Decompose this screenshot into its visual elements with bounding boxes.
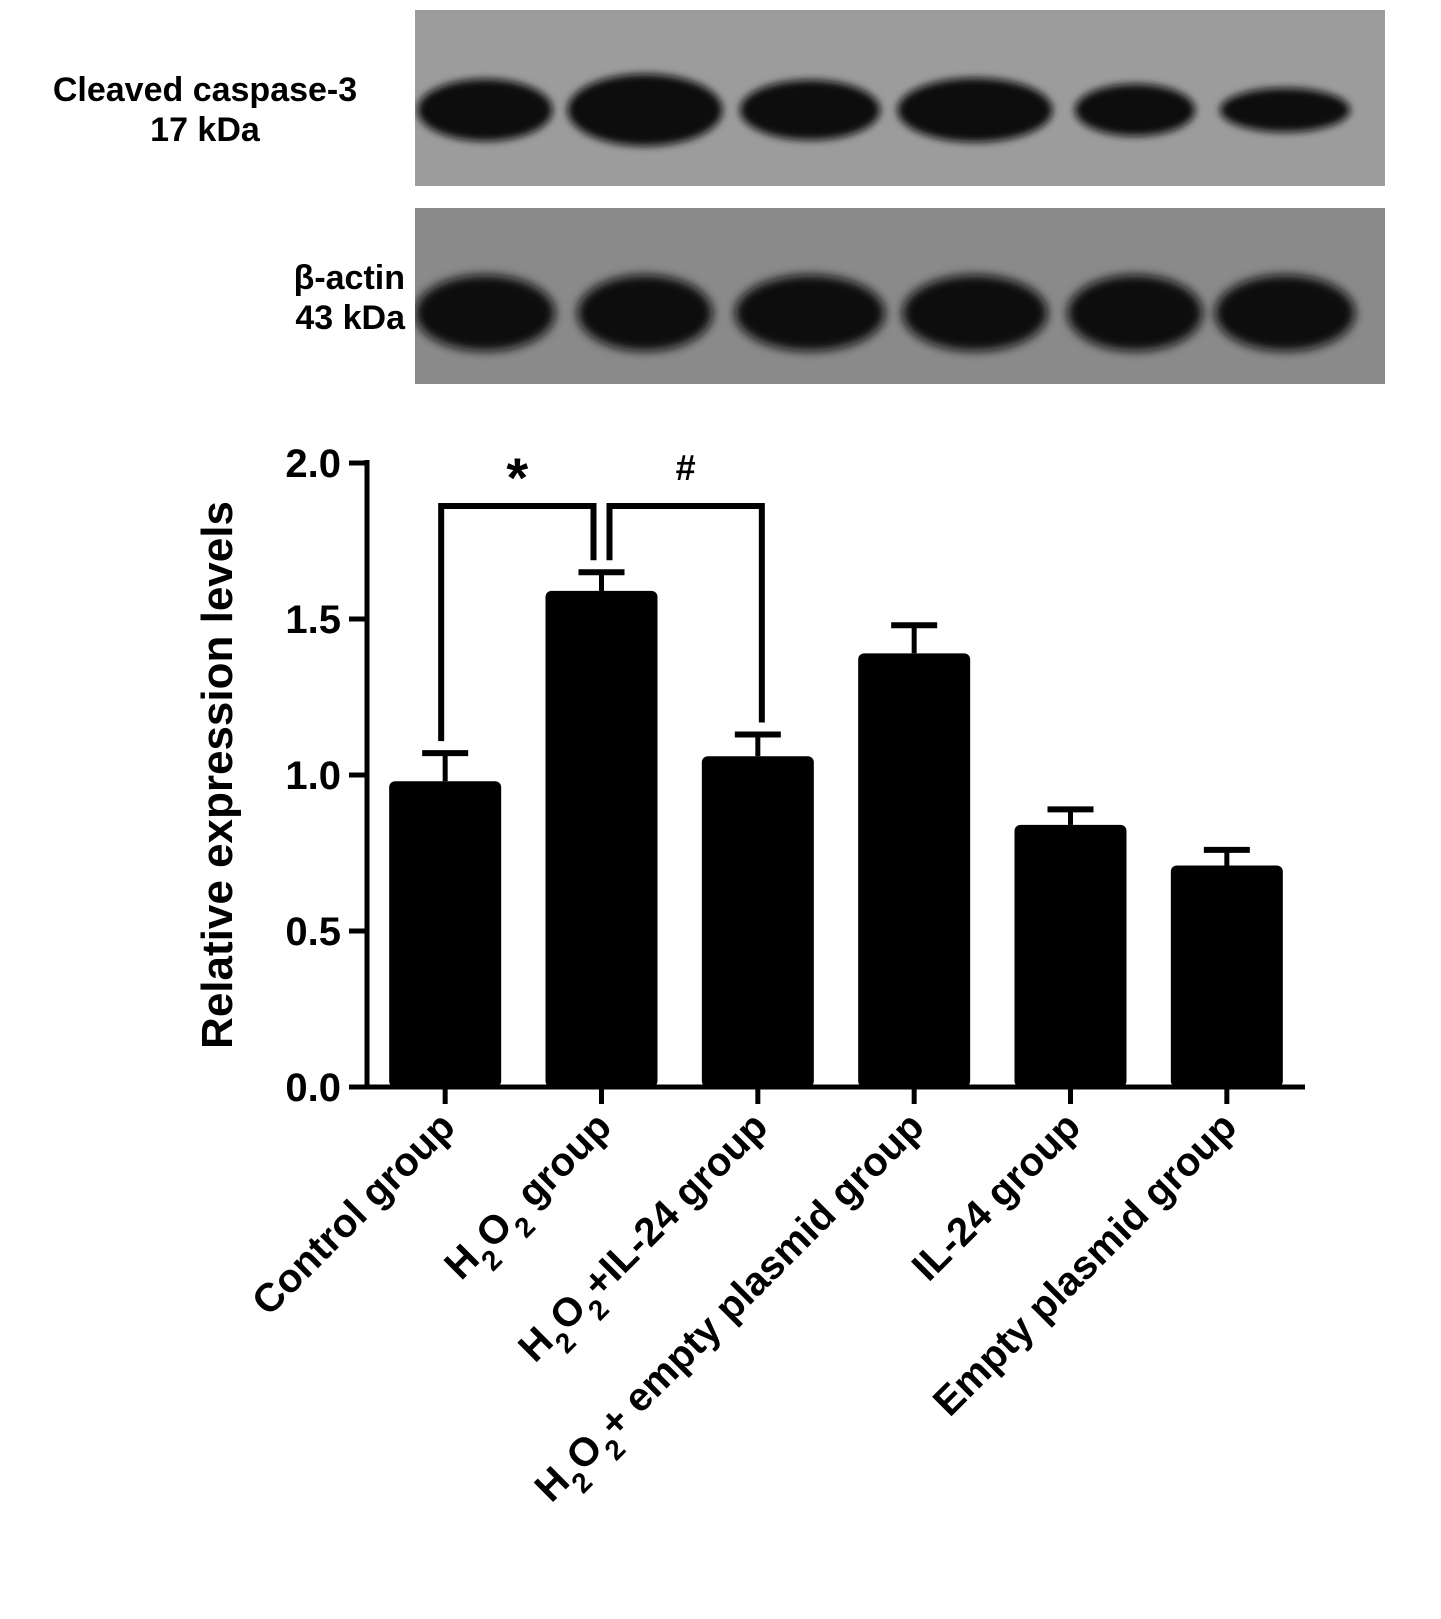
x-tick-label-part: Control group: [244, 1104, 464, 1324]
actin-band: [735, 275, 885, 351]
bar: [1014, 824, 1127, 1087]
significance-bracket: [438, 503, 597, 742]
bar: [545, 590, 658, 1087]
x-tick-label-part: H: [527, 1459, 579, 1511]
actin-band: [577, 275, 713, 351]
significance-bracket: [606, 503, 765, 723]
x-tick-label-part: O: [558, 1426, 611, 1479]
y-tick-label: 1.0: [285, 754, 341, 798]
caspase-band: [567, 74, 723, 146]
blot-panel-actin: [415, 208, 1385, 384]
blot-name: β-actin: [293, 259, 405, 297]
actin-band: [1215, 275, 1355, 351]
blot-panel-caspase: [415, 10, 1385, 186]
bar: [701, 756, 814, 1087]
bar: [858, 653, 971, 1087]
caspase-band: [897, 78, 1053, 142]
x-tick-label-part: H: [510, 1319, 562, 1371]
x-tick-label: Control group: [244, 1104, 464, 1324]
significance-label: *: [506, 446, 528, 509]
bar: [1170, 865, 1283, 1087]
bar: [389, 781, 502, 1087]
x-tick-label-part: Empty plasmid group: [925, 1104, 1245, 1424]
x-tick-label-part: + empty plasmid group: [591, 1104, 933, 1446]
actin-band: [902, 275, 1048, 351]
x-tick-label-part: O: [542, 1286, 595, 1339]
y-tick-label: 2.0: [285, 442, 341, 486]
blot-size: 17 kDa: [150, 111, 260, 149]
x-tick-label-part: H: [436, 1236, 488, 1288]
x-tick-label-part: O: [468, 1203, 521, 1256]
x-tick-label-part: group: [501, 1104, 620, 1223]
y-tick-label: 1.5: [285, 598, 341, 642]
caspase-band: [417, 79, 553, 141]
blot-name: Cleaved caspase-3: [52, 71, 358, 109]
significance-label: #: [676, 447, 696, 488]
blot-label-actin: β-actin 43 kDa: [225, 258, 405, 338]
actin-band: [415, 275, 555, 351]
y-tick-label: 0.0: [285, 1066, 341, 1110]
blot-label-caspase: Cleaved caspase-3 17 kDa: [5, 70, 405, 150]
caspase-band: [1075, 84, 1195, 136]
y-tick-label: 0.5: [285, 910, 341, 954]
caspase-band: [1220, 88, 1350, 132]
y-axis-label: Relative expression levels: [193, 501, 242, 1049]
blot-size: 43 kDa: [295, 299, 405, 337]
caspase-band: [740, 80, 880, 140]
x-tick-label: Empty plasmid group: [925, 1104, 1245, 1424]
actin-band: [1067, 275, 1203, 351]
